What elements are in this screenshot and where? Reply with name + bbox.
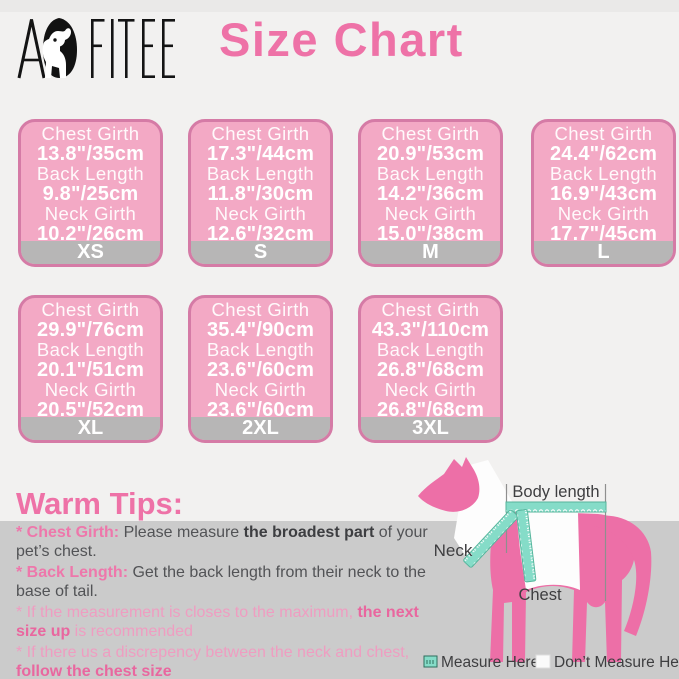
- chest-tape: [516, 509, 537, 583]
- warm-tips-list: * Chest Girth: Please measure the broade…: [16, 524, 452, 679]
- neck-girth-label: Neck Girth: [384, 203, 477, 224]
- legend-measure-label: Measure Here: [441, 654, 539, 671]
- size-card-xs: Chest Girth 13.8"/35cm Back Length 9.8"/…: [18, 119, 163, 267]
- legend-dont-measure-label: Don’t Measure Here: [554, 654, 679, 671]
- neck-girth-label: Neck Girth: [214, 379, 307, 400]
- dog-measure-diagram: Body length Neck Chest Measure Here Don’…: [418, 457, 679, 671]
- neck-girth-value: 17.7"/45cm: [549, 223, 658, 245]
- tip-size-up: * If the measurement is closes to the ma…: [16, 604, 419, 640]
- dog-logo-icon: [42, 18, 77, 78]
- back-length-value: 26.8"/68cm: [376, 359, 485, 381]
- back-length-value: 9.8"/25cm: [42, 183, 139, 205]
- back-length-label: Back Length: [549, 163, 658, 184]
- chest-girth-label: Chest Girth: [381, 299, 480, 320]
- page-title: Size Chart: [219, 13, 464, 66]
- size-card-m: Chest Girth 20.9"/53cm Back Length 14.2"…: [358, 119, 503, 267]
- neck-girth-label: Neck Girth: [44, 203, 137, 224]
- top-strip: [0, 0, 679, 12]
- neck-girth-value: 12.6"/32cm: [206, 223, 315, 245]
- chest-girth-value: 17.3"/44cm: [206, 143, 315, 165]
- back-length-value: 20.1"/51cm: [36, 359, 145, 381]
- size-label: M: [361, 241, 500, 264]
- size-label: S: [191, 241, 330, 264]
- back-length-value: 23.6"/60cm: [206, 359, 315, 381]
- back-length-label: Back Length: [206, 163, 315, 184]
- chest-girth-label: Chest Girth: [381, 123, 480, 144]
- size-label: XS: [21, 241, 160, 264]
- size-card-2xl: Chest Girth 35.4"/90cm Back Length 23.6"…: [188, 295, 333, 443]
- neck-label: Neck: [434, 541, 473, 560]
- neck-girth-value: 26.8"/68cm: [376, 399, 485, 421]
- warm-tips-heading: Warm Tips:: [16, 486, 184, 521]
- chest-girth-label: Chest Girth: [211, 299, 310, 320]
- back-length-label: Back Length: [376, 339, 485, 360]
- chest-girth-value: 43.3"/110cm: [371, 319, 490, 341]
- chest-girth-value: 24.4"/62cm: [549, 143, 658, 165]
- dog-tail: [594, 515, 652, 636]
- ruler-icon: [423, 655, 438, 668]
- back-length-value: 14.2"/36cm: [376, 183, 485, 205]
- size-label: 2XL: [191, 417, 330, 440]
- legend-dont-measure-here: Don’t Measure Here: [535, 654, 679, 671]
- neck-girth-label: Neck Girth: [214, 203, 307, 224]
- back-length-label: Back Length: [376, 163, 485, 184]
- dog-head: [418, 457, 480, 512]
- chest-girth-value: 35.4"/90cm: [206, 319, 315, 341]
- chest-girth-label: Chest Girth: [554, 123, 653, 144]
- size-card-s: Chest Girth 17.3"/44cm Back Length 11.8"…: [188, 119, 333, 267]
- neck-girth-label: Neck Girth: [44, 379, 137, 400]
- body-length-label: Body length: [512, 483, 599, 501]
- back-length-label: Back Length: [36, 339, 145, 360]
- chest-girth-value: 13.8"/35cm: [36, 143, 145, 165]
- chest-label: Chest: [518, 586, 562, 604]
- size-card-3xl: Chest Girth 43.3"/110cm Back Length 26.8…: [358, 295, 503, 443]
- neck-girth-label: Neck Girth: [557, 203, 650, 224]
- chest-girth-value: 20.9"/53cm: [376, 143, 485, 165]
- size-card-l: Chest Girth 24.4"/62cm Back Length 16.9"…: [531, 119, 676, 267]
- back-length-label: Back Length: [206, 339, 315, 360]
- chest-girth-label: Chest Girth: [41, 299, 140, 320]
- size-card-xl: Chest Girth 29.9"/76cm Back Length 20.1"…: [18, 295, 163, 443]
- chest-girth-label: Chest Girth: [41, 123, 140, 144]
- tip-back-length: * Back Length: Get the back length from …: [16, 564, 426, 600]
- neck-girth-label: Neck Girth: [384, 379, 477, 400]
- letters-fitee: [91, 19, 175, 78]
- neck-girth-value: 20.5"/52cm: [36, 399, 145, 421]
- size-label: 3XL: [361, 417, 500, 440]
- tip-chest-girth: * Chest Girth: Please measure the broade…: [16, 524, 428, 560]
- white-swatch-icon: [535, 654, 551, 669]
- back-length-value: 16.9"/43cm: [549, 183, 658, 205]
- neck-girth-value: 23.6"/60cm: [206, 399, 315, 421]
- neck-girth-value: 15.0"/38cm: [376, 223, 485, 245]
- chest-girth-label: Chest Girth: [211, 123, 310, 144]
- size-label: L: [534, 241, 673, 264]
- back-length-value: 11.8"/30cm: [207, 183, 314, 205]
- legend-measure-here: Measure Here: [423, 654, 539, 671]
- chest-girth-value: 29.9"/76cm: [36, 319, 145, 341]
- back-length-label: Back Length: [36, 163, 145, 184]
- tip-discrepancy: * If there us a discrepency between the …: [16, 644, 410, 679]
- neck-tape: [463, 509, 519, 568]
- neck-girth-value: 10.2"/26cm: [36, 223, 145, 245]
- size-label: XL: [21, 417, 160, 440]
- brand-logo: [17, 18, 175, 79]
- letter-a: [17, 19, 46, 79]
- body-length-tape: [505, 501, 607, 513]
